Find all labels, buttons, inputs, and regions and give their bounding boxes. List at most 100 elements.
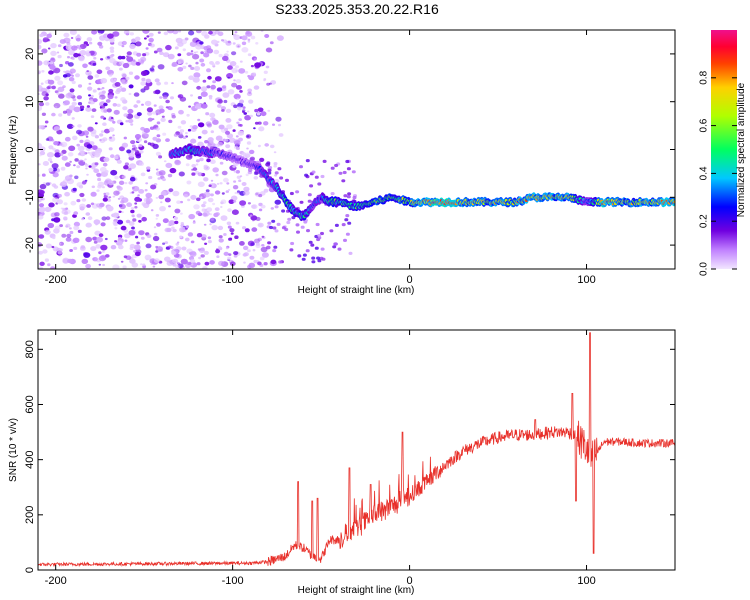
- spectrogram-noise-blob: [255, 243, 261, 249]
- spectrogram-noise-blob: [140, 236, 145, 240]
- spectrogram-noise-blob: [223, 251, 229, 256]
- spectrogram-noise-blob: [47, 222, 55, 229]
- snr-x-tick-label: 0: [407, 575, 413, 587]
- spectrogram-noise-blob: [201, 208, 206, 212]
- spectrogram-noise-blob: [241, 182, 247, 186]
- spectrogram-noise-blob: [247, 265, 252, 269]
- spectrogram-noise-blob: [114, 96, 118, 99]
- spectrogram-noise-blob: [220, 199, 227, 204]
- spectrogram-noise-blob: [73, 106, 81, 113]
- spectrogram-noise-blob: [162, 242, 166, 245]
- spectrogram-noise-blob: [210, 84, 216, 90]
- spectrogram-noise-blob: [114, 240, 118, 243]
- spectrogram-noise-blob: [140, 172, 146, 177]
- spectrogram-noise-blob: [120, 79, 126, 84]
- spectrogram-noise-blob: [39, 150, 46, 156]
- spectrogram-noise-blob: [352, 196, 357, 200]
- spectrogram-noise-blob: [68, 77, 75, 82]
- spectrogram-noise-blob: [64, 136, 71, 142]
- spectrogram-noise-blob: [345, 214, 350, 218]
- spectrogram-noise-blob: [76, 129, 82, 135]
- spectrogram-noise-blob: [71, 117, 75, 120]
- spectrogram-noise-blob: [135, 41, 142, 47]
- spectrogram-noise-blob: [69, 88, 75, 93]
- spectrogram-noise-blob: [188, 105, 192, 108]
- spectrogram-noise-blob: [102, 250, 105, 253]
- spectrogram-noise-blob: [134, 196, 141, 202]
- spectrogram-noise-blob: [241, 41, 247, 46]
- spectrogram-noise-blob: [147, 111, 153, 116]
- spectrogram-noise-blob: [300, 225, 305, 229]
- snr-x-axis-label: Height of straight line (km): [298, 585, 415, 596]
- spectrogram-noise-blob: [108, 196, 112, 199]
- spectrogram-noise-blob: [165, 138, 170, 143]
- spectrogram-noise-blob: [264, 143, 270, 147]
- spectrogram-noise-blob: [267, 109, 271, 112]
- spectrogram-noise-blob: [196, 262, 201, 266]
- spectrogram-noise-blob: [135, 154, 142, 159]
- spectrogram-noise-blob: [201, 30, 208, 37]
- spectrogram-noise-blob: [87, 216, 93, 221]
- spectrogram-noise-blob: [321, 257, 326, 261]
- spectrogram-noise-blob: [307, 193, 312, 197]
- spectrogram-noise-blob: [77, 84, 83, 88]
- spectrogram-noise-blob: [308, 240, 313, 244]
- spectrogram-noise-blob: [320, 174, 325, 179]
- spectrogram-noise-blob: [161, 192, 166, 196]
- spectrogram-noise-blob: [235, 65, 240, 69]
- spectrogram-noise-blob: [54, 152, 61, 158]
- spectrogram-noise-blob: [177, 61, 182, 65]
- spectrogram-noise-blob: [179, 235, 183, 239]
- spectrogram-noise-blob: [197, 248, 201, 251]
- spectrogram-noise-blob: [128, 84, 134, 89]
- spectrogram-noise-blob: [212, 167, 219, 173]
- spectrogram-noise-blob: [218, 245, 222, 249]
- spectrogram-noise-blob: [155, 217, 158, 220]
- spectrogram-noise-blob: [286, 220, 291, 225]
- spectrogram-noise-blob: [269, 41, 274, 45]
- spectrogram-noise-blob: [96, 69, 103, 75]
- spectrogram-noise-blob: [85, 212, 91, 216]
- spectrogram-noise-blob: [63, 202, 68, 206]
- spectrogram-noise-blob: [76, 95, 82, 100]
- spectrogram-noise-blob: [169, 167, 177, 174]
- spectrogram-noise-blob: [75, 73, 80, 78]
- spectrogram-noise-blob: [209, 112, 216, 118]
- spectrogram-noise-blob: [140, 70, 148, 77]
- spectrogram-noise-blob: [101, 90, 106, 94]
- spectrogram-noise-blob: [73, 225, 80, 231]
- spectrogram-noise-blob: [52, 246, 59, 252]
- spectrogram-noise-blob: [226, 221, 232, 226]
- spectrogram-noise-blob: [85, 263, 91, 269]
- spectrogram-noise-blob: [207, 240, 212, 244]
- spectrogram-noise-blob: [177, 67, 184, 72]
- spectrogram-noise-blob: [272, 226, 277, 230]
- spectrogram-noise-blob: [48, 207, 52, 211]
- spectrogram-noise-blob: [190, 50, 194, 53]
- spectrogram-noise-blob: [97, 41, 103, 46]
- spectrogram-noise-blob: [150, 184, 157, 190]
- spectrogram-noise-blob: [136, 52, 142, 57]
- spectrogram-noise-blob: [153, 258, 160, 264]
- spectrogram-noise-blob: [76, 143, 80, 147]
- spectrogram-noise-blob: [200, 234, 207, 239]
- spectrogram-noise-blob: [234, 31, 238, 34]
- spectrogram-noise-blob: [160, 117, 166, 122]
- spectrogram-noise-blob: [40, 198, 43, 201]
- spectrogram-noise-blob: [284, 227, 289, 232]
- spectrogram-noise-blob: [156, 134, 161, 138]
- spectrogram-noise-blob: [61, 233, 67, 238]
- spectrogram-noise-blob: [100, 130, 105, 133]
- spectrogram-noise-blob: [241, 47, 249, 53]
- spectrogram-noise-blob: [237, 106, 242, 111]
- spectrogram-noise-blob: [82, 160, 86, 163]
- spectrogram-noise-blob: [47, 47, 51, 50]
- spectrogram-noise-blob: [86, 37, 93, 42]
- spectrogram-noise-blob: [38, 38, 43, 45]
- spectrogram-noise-blob: [252, 249, 256, 252]
- spectrogram-noise-blob: [39, 261, 45, 266]
- spectrogram-noise-blob: [273, 162, 278, 166]
- spectrogram-noise-blob: [141, 103, 144, 106]
- spectrogram-noise-blob: [47, 158, 53, 162]
- spectrogram-noise-blob: [218, 260, 225, 266]
